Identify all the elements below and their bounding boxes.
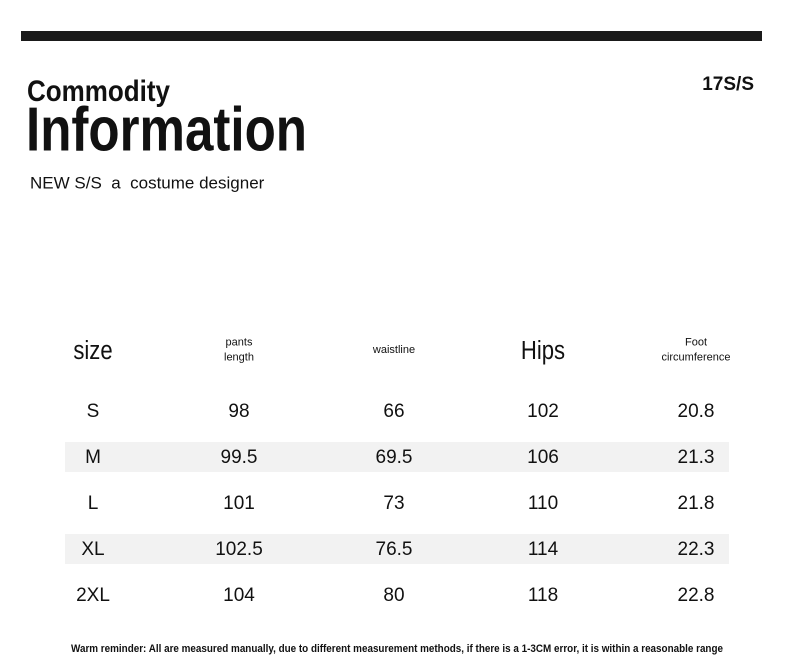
- cell: 114: [528, 539, 559, 560]
- cell: 22.3: [678, 539, 715, 560]
- cell: 73: [383, 493, 404, 514]
- column-header: size: [73, 336, 112, 365]
- cell: 22.8: [678, 585, 715, 606]
- cell: 2XL: [76, 585, 110, 606]
- cell: 104: [223, 585, 255, 606]
- cell: 21.3: [678, 447, 715, 468]
- cell: 99.5: [221, 447, 258, 468]
- row-band: [65, 442, 729, 472]
- column-header: pants: [226, 336, 253, 348]
- cell: 98: [228, 401, 249, 422]
- cell: 21.8: [678, 493, 715, 514]
- tagline: NEW S/S a costume designer: [30, 173, 265, 192]
- cell: 101: [223, 493, 255, 514]
- column-header: length: [224, 351, 254, 363]
- cell: S: [87, 401, 100, 422]
- cell: L: [88, 493, 99, 514]
- cell: 80: [383, 585, 404, 606]
- column-header: Foot: [685, 336, 707, 348]
- cell: 102.5: [215, 539, 263, 560]
- column-header: Hips: [521, 336, 565, 365]
- title-line2: Information: [26, 95, 307, 164]
- cell: 66: [383, 401, 404, 422]
- cell: 76.5: [376, 539, 413, 560]
- cell: 102: [527, 401, 559, 422]
- cell: 20.8: [678, 401, 715, 422]
- season: 17S/S: [702, 74, 754, 95]
- cell: 118: [528, 585, 558, 606]
- title-line1: Commodity: [27, 75, 170, 108]
- cell: M: [85, 447, 101, 468]
- cell: 106: [527, 447, 559, 468]
- cell: 110: [528, 493, 558, 514]
- cell: XL: [81, 539, 104, 560]
- column-header: circumference: [661, 351, 730, 363]
- row-band: [65, 534, 729, 564]
- top-bar: [21, 31, 762, 41]
- footer-note: Warm reminder: All are measured manually…: [71, 643, 723, 655]
- column-header: waistline: [372, 344, 415, 356]
- cell: 69.5: [376, 447, 413, 468]
